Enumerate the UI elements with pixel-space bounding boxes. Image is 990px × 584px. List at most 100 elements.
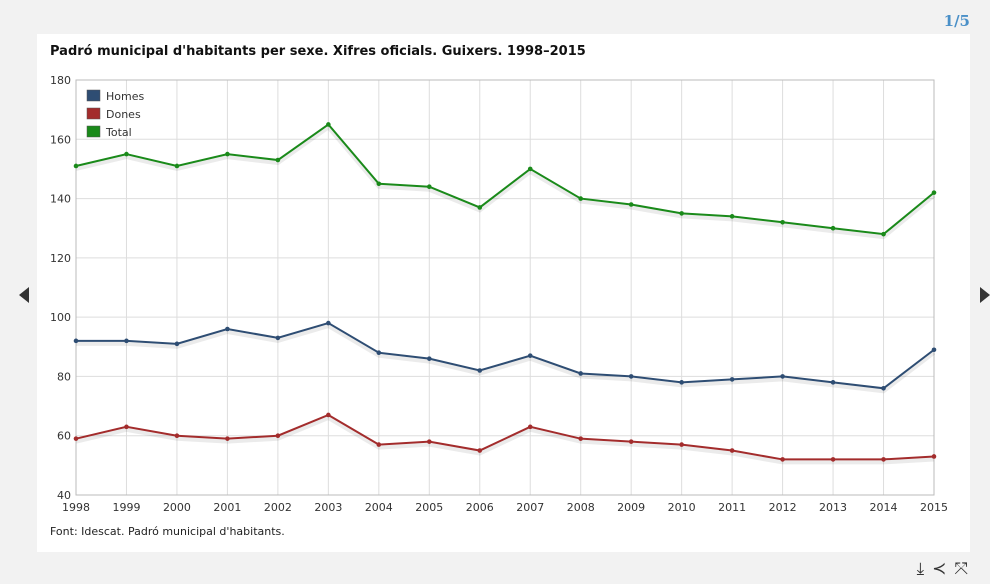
- data-point-homes: [527, 353, 533, 358]
- data-point-homes: [830, 380, 836, 385]
- data-point-dones: [225, 436, 230, 441]
- data-point-homes: [780, 374, 785, 379]
- x-tick-label: 2002: [264, 501, 292, 514]
- data-point-dones: [326, 412, 331, 418]
- data-point-dones: [376, 442, 382, 447]
- x-tick-label: 2011: [718, 501, 746, 514]
- chevron-left-icon[interactable]: [19, 287, 29, 303]
- data-point-dones: [275, 433, 281, 439]
- chart-source: Font: Idescat. Padró municipal d'habitan…: [50, 525, 285, 538]
- y-tick-label: 40: [57, 489, 71, 502]
- y-tick-label: 180: [50, 74, 71, 87]
- data-point-total: [73, 163, 79, 169]
- series-line-total: [75, 123, 935, 236]
- x-tick-label: 2008: [567, 501, 595, 514]
- data-point-total: [174, 163, 180, 169]
- data-point-homes: [275, 335, 281, 341]
- legend-swatch: [86, 107, 101, 120]
- y-tick-label: 100: [50, 311, 71, 324]
- data-point-dones: [477, 448, 483, 453]
- data-point-homes: [679, 380, 684, 385]
- x-tick-label: 2001: [213, 501, 241, 514]
- data-point-homes: [881, 385, 886, 391]
- data-point-homes: [477, 368, 483, 373]
- series-shadow-dones: [75, 415, 935, 465]
- data-point-dones: [780, 457, 785, 462]
- legend-swatch: [86, 89, 101, 102]
- legend-label: Dones: [106, 108, 141, 121]
- y-tick-label: 160: [50, 133, 71, 146]
- series-line-dones: [75, 413, 935, 461]
- data-point-homes: [578, 371, 584, 376]
- y-tick-label: 120: [50, 252, 71, 265]
- data-point-total: [477, 205, 483, 210]
- line-chart: 40 60 80 100 120 140 160 180 1998 1999 2000 2001 200…: [50, 74, 948, 514]
- fullscreen-icon[interactable]: ⤧: [954, 559, 968, 579]
- x-tick-label: 2012: [769, 501, 797, 514]
- data-point-total: [931, 190, 937, 195]
- data-point-total: [275, 157, 281, 163]
- data-point-homes: [931, 347, 937, 353]
- plot-area: [75, 79, 935, 496]
- x-tick-label: 2003: [314, 501, 342, 514]
- data-point-total: [881, 231, 886, 237]
- data-point-dones: [881, 457, 886, 462]
- download-icon[interactable]: ⤓: [916, 559, 925, 579]
- data-point-dones: [527, 424, 533, 430]
- x-tick-label: 2000: [163, 501, 191, 514]
- x-tick-label: 2013: [819, 501, 847, 514]
- x-tick-label: 2009: [617, 501, 645, 514]
- data-point-total: [679, 211, 684, 216]
- legend-label: Total: [105, 126, 132, 139]
- series-shadow-homes: [76, 323, 936, 394]
- data-point-total: [729, 214, 735, 219]
- data-point-dones: [628, 439, 634, 444]
- x-tick-label: 2005: [415, 501, 443, 514]
- data-point-total: [780, 219, 785, 225]
- data-point-total: [527, 166, 533, 172]
- y-tick-label: 60: [57, 430, 71, 443]
- data-point-homes: [376, 350, 382, 356]
- x-tick-label: 2015: [920, 501, 948, 514]
- data-point-total: [225, 151, 230, 157]
- chart-card: Padró municipal d'habitants per sexe. Xi…: [37, 34, 970, 552]
- data-point-dones: [729, 448, 735, 453]
- legend-swatch: [86, 125, 101, 138]
- x-tick-label: 2007: [516, 501, 544, 514]
- chart-toolbar: ⤓ ≺ ⤧: [917, 560, 968, 578]
- data-point-homes: [628, 374, 634, 379]
- x-tick-label: 2004: [365, 501, 393, 514]
- data-point-homes: [729, 377, 735, 382]
- series-shadow-total: [75, 124, 936, 240]
- y-tick-label: 140: [50, 193, 71, 206]
- legend-label: Homes: [106, 90, 144, 103]
- data-point-dones: [124, 424, 129, 430]
- data-point-total: [124, 151, 129, 157]
- data-point-dones: [73, 436, 79, 441]
- data-point-total: [578, 196, 584, 201]
- data-point-homes: [326, 320, 331, 326]
- data-point-dones: [578, 436, 584, 441]
- data-point-total: [830, 225, 836, 231]
- data-point-total: [426, 184, 432, 190]
- data-point-dones: [830, 457, 836, 462]
- data-point-dones: [679, 442, 684, 447]
- x-tick-label: 1998: [62, 501, 90, 514]
- data-point-dones: [426, 439, 432, 444]
- data-point-dones: [174, 433, 180, 439]
- data-point-total: [628, 202, 634, 207]
- y-tick-label: 80: [57, 370, 71, 383]
- data-point-total: [326, 122, 331, 127]
- x-tick-label: 2006: [466, 501, 494, 514]
- x-tick-label: 2014: [870, 501, 898, 514]
- x-tick-label: 1999: [112, 501, 140, 514]
- series-line-homes: [76, 321, 935, 390]
- chevron-right-icon[interactable]: [980, 287, 990, 303]
- page-indicator: 1/5: [943, 12, 970, 30]
- share-icon[interactable]: ≺: [932, 559, 947, 579]
- data-point-homes: [73, 338, 79, 344]
- data-point-homes: [124, 338, 129, 344]
- data-point-homes: [426, 356, 432, 361]
- data-point-homes: [225, 326, 230, 332]
- data-point-dones: [931, 454, 937, 459]
